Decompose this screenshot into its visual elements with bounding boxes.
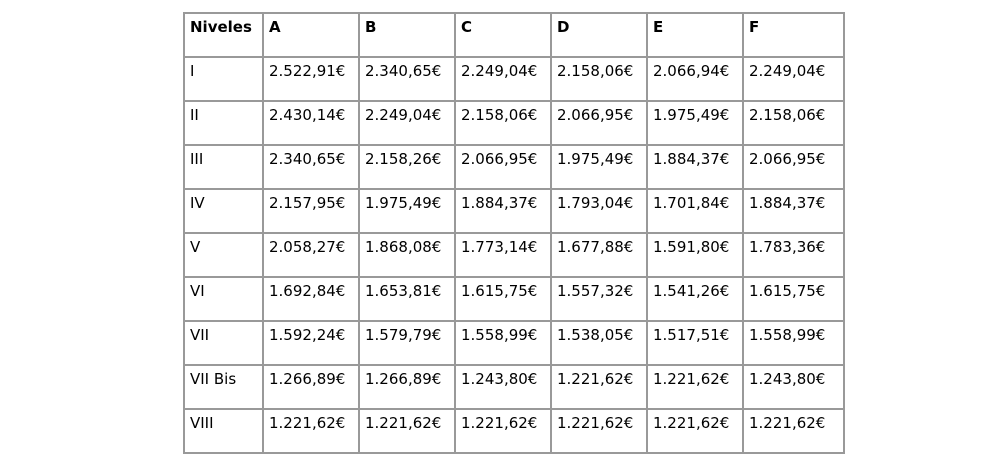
table-row: VII Bis 1.266,89€ 1.266,89€ 1.243,80€ 1.221,… (183, 364, 845, 410)
salary-value-cell: 1.793,04€ (550, 188, 648, 234)
salary-value-cell: 1.592,24€ (262, 320, 360, 366)
salary-value-cell: 1.975,49€ (646, 100, 744, 146)
column-header-e: E (646, 12, 744, 58)
salary-value-cell: 2.249,04€ (454, 56, 552, 102)
salary-value-cell: 1.221,62€ (550, 364, 648, 410)
salary-value-cell: 1.615,75€ (742, 276, 845, 322)
salary-value-cell: 1.653,81€ (358, 276, 456, 322)
column-header-c: C (454, 12, 552, 58)
salary-value-cell: 1.773,14€ (454, 232, 552, 278)
salary-value-cell: 1.975,49€ (358, 188, 456, 234)
salary-value-cell: 2.430,14€ (262, 100, 360, 146)
salary-value-cell: 2.340,65€ (358, 56, 456, 102)
column-header-niveles: Niveles (183, 12, 264, 58)
salary-value-cell: 1.221,62€ (550, 408, 648, 454)
salary-value-cell: 2.158,06€ (550, 56, 648, 102)
salary-value-cell: 2.249,04€ (742, 56, 845, 102)
salary-value-cell: 1.517,51€ (646, 320, 744, 366)
salary-value-cell: 2.249,04€ (358, 100, 456, 146)
salary-value-cell: 2.066,95€ (550, 100, 648, 146)
row-label-nivel: VIII (183, 408, 264, 454)
salary-value-cell: 1.884,37€ (742, 188, 845, 234)
salary-value-cell: 2.066,95€ (454, 144, 552, 190)
salary-value-cell: 1.615,75€ (454, 276, 552, 322)
table-row: VI 1.692,84€ 1.653,81€ 1.615,75€ 1.557,32€ 1.… (183, 276, 845, 322)
salary-value-cell: 1.692,84€ (262, 276, 360, 322)
row-label-nivel: VII (183, 320, 264, 366)
table-row: VII 1.592,24€ 1.579,79€ 1.558,99€ 1.538,05€ 1… (183, 320, 845, 366)
table-row: V 2.058,27€ 1.868,08€ 1.773,14€ 1.677,88€ 1.5… (183, 232, 845, 278)
table-row: II 2.430,14€ 2.249,04€ 2.158,06€ 2.066,95€ 1.… (183, 100, 845, 146)
row-label-nivel: VI (183, 276, 264, 322)
salary-value-cell: 1.579,79€ (358, 320, 456, 366)
column-header-a: A (262, 12, 360, 58)
salary-value-cell: 1.266,89€ (262, 364, 360, 410)
salary-value-cell: 1.221,62€ (646, 408, 744, 454)
salary-value-cell: 1.221,62€ (742, 408, 845, 454)
salary-value-cell: 1.558,99€ (454, 320, 552, 366)
salary-value-cell: 2.158,26€ (358, 144, 456, 190)
salary-value-cell: 1.783,36€ (742, 232, 845, 278)
salary-value-cell: 1.558,99€ (742, 320, 845, 366)
salary-value-cell: 1.677,88€ (550, 232, 648, 278)
salary-table-body: I 2.522,91€ 2.340,65€ 2.249,04€ 2.158,06€ 2.0… (183, 56, 845, 454)
salary-value-cell: 1.243,80€ (454, 364, 552, 410)
row-label-nivel: II (183, 100, 264, 146)
salary-value-cell: 2.157,95€ (262, 188, 360, 234)
salary-value-cell: 1.266,89€ (358, 364, 456, 410)
salary-levels-table: Niveles A B C D E F I 2.522,91€ 2.340,65€ 2… (183, 12, 845, 454)
salary-value-cell: 2.522,91€ (262, 56, 360, 102)
row-label-nivel: I (183, 56, 264, 102)
salary-value-cell: 1.541,26€ (646, 276, 744, 322)
table-row: I 2.522,91€ 2.340,65€ 2.249,04€ 2.158,06€ 2.0… (183, 56, 845, 102)
salary-value-cell: 2.058,27€ (262, 232, 360, 278)
column-header-b: B (358, 12, 456, 58)
column-header-d: D (550, 12, 648, 58)
salary-value-cell: 1.221,62€ (262, 408, 360, 454)
row-label-nivel: III (183, 144, 264, 190)
salary-value-cell: 1.975,49€ (550, 144, 648, 190)
salary-value-cell: 1.884,37€ (454, 188, 552, 234)
row-label-nivel: IV (183, 188, 264, 234)
salary-value-cell: 1.221,62€ (646, 364, 744, 410)
column-header-f: F (742, 12, 845, 58)
salary-value-cell: 1.557,32€ (550, 276, 648, 322)
row-label-nivel: VII Bis (183, 364, 264, 410)
salary-table-container: Niveles A B C D E F I 2.522,91€ 2.340,65€ 2… (183, 12, 845, 454)
salary-value-cell: 1.243,80€ (742, 364, 845, 410)
salary-value-cell: 1.701,84€ (646, 188, 744, 234)
table-row: IV 2.157,95€ 1.975,49€ 1.884,37€ 1.793,04€ 1.… (183, 188, 845, 234)
salary-value-cell: 1.221,62€ (358, 408, 456, 454)
table-row: VIII 1.221,62€ 1.221,62€ 1.221,62€ 1.221,62€… (183, 408, 845, 454)
salary-value-cell: 2.158,06€ (742, 100, 845, 146)
salary-table-header: Niveles A B C D E F (183, 12, 845, 58)
header-row: Niveles A B C D E F (183, 12, 845, 58)
table-row: III 2.340,65€ 2.158,26€ 2.066,95€ 1.975,49€ 1… (183, 144, 845, 190)
row-label-nivel: V (183, 232, 264, 278)
salary-value-cell: 1.884,37€ (646, 144, 744, 190)
salary-value-cell: 2.066,95€ (742, 144, 845, 190)
salary-value-cell: 1.591,80€ (646, 232, 744, 278)
salary-value-cell: 2.066,94€ (646, 56, 744, 102)
salary-value-cell: 2.340,65€ (262, 144, 360, 190)
salary-value-cell: 1.221,62€ (454, 408, 552, 454)
salary-value-cell: 1.868,08€ (358, 232, 456, 278)
salary-value-cell: 2.158,06€ (454, 100, 552, 146)
salary-value-cell: 1.538,05€ (550, 320, 648, 366)
